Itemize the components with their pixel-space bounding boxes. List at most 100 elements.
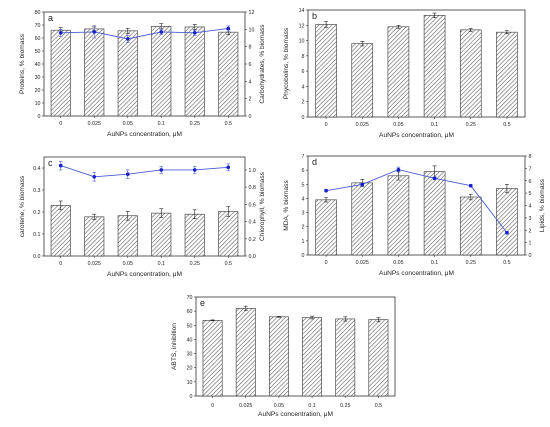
y-tick-label: 0.0 [33,254,40,260]
line-series [60,165,229,178]
y-tick-label: 10 [187,380,193,386]
y-tick-label: 2 [302,225,305,231]
x-tick-label: 0.5 [375,403,382,409]
x-tick-label: 0.25 [190,261,200,267]
bar-0 [315,24,337,118]
x-tick-label: 0 [59,261,62,267]
bar-0.05 [387,26,410,118]
y2-tick-label: 0.8 [249,185,256,191]
x-tick-label: 0 [59,121,62,127]
y2-tick-label: 0.4 [249,220,256,226]
line-point [192,168,197,172]
panel-a: a0 0.025 0.05 0.1 0.25 0.501020304050607080Au… [19,10,266,138]
x-tick-label: 0.025 [88,121,101,127]
y-tick-label: 4 [302,196,305,202]
x-axis-title: AuNPs concentration, μM [379,132,454,139]
y-tick-label: 20 [35,88,41,94]
bar-0.025 [84,28,105,117]
x-tick-label: 0.1 [158,121,165,127]
x-tick-label: 0 [325,260,328,266]
x-tick-label: 0.5 [225,261,232,267]
y-tick-label: 0.4 [33,166,40,172]
bar-0.025 [235,308,256,397]
bar-0 [315,199,337,256]
panel-letter: b [312,11,317,21]
y-tick-label: 0 [302,253,305,259]
plot-frame [195,296,396,397]
plot-frame [307,9,526,118]
y2-tick-label: 6 [249,62,252,68]
y2-tick-label: 12 [249,10,255,16]
bar-0.25 [184,26,205,117]
y-tick-label: 7 [302,154,305,160]
x-tick-label: 0 [325,122,328,128]
x-tick-label: 0.25 [466,260,476,266]
y2-tick-label: 0.6 [249,202,256,208]
y-axis-title: MDA, % biomass [283,180,290,231]
y2-tick-label: 8 [249,45,252,51]
y2-tick-label: 0 [249,114,252,120]
bar-0.25 [335,318,356,397]
plot-frame [43,156,246,257]
x-tick-label: 0.025 [239,403,252,409]
bar-0.25 [459,196,482,256]
y-tick-label: 30 [187,352,193,358]
x-tick-label: 0.5 [225,121,232,127]
line-point [226,165,231,170]
y-tick-label: 6 [302,69,305,75]
y-axis-title: Proteins, % biomass [19,33,26,94]
plot-frame [307,155,526,256]
line-point [159,30,164,34]
x-tick-label: 0.05 [393,260,403,266]
y2-tick-label: 0.0 [249,254,256,260]
line-point [192,31,197,35]
bar-0.025 [84,216,105,257]
y-tick-label: 8 [302,54,305,60]
line-series [326,169,508,233]
line-point [505,230,509,235]
y2-tick-label: 4 [249,79,252,85]
y-tick-label: 0.2 [33,210,40,216]
x-tick-label: 0.05 [123,261,133,267]
x-axis-title: AuNPs concentration, μM [107,271,182,278]
y-tick-label: 20 [187,366,193,372]
plot-frame [43,11,246,117]
x-tick-label: 0.025 [88,261,101,267]
line-point [92,30,97,34]
line-point [125,37,130,41]
y-tick-label: 4 [302,84,305,90]
line-point [468,183,473,188]
x-tick-label: 0.05 [393,122,403,128]
y-tick-label: 70 [35,23,41,29]
y-tick-label: 60 [187,309,193,315]
x-tick-label: 0.1 [431,122,438,128]
bar-0.1 [302,317,323,397]
y-tick-label: 12 [299,23,305,29]
y2-tick-label: 3 [529,216,532,222]
y-tick-label: 14 [299,8,305,14]
bar-0 [50,29,71,117]
bar-0.025 [351,43,374,118]
y-tick-label: 40 [187,337,193,343]
line-point [360,182,365,187]
x-tick-label: 0.5 [503,122,510,128]
x-tick-label: 0 [211,403,214,409]
y2-tick-label: 4 [529,204,532,210]
panel-letter: e [200,298,205,308]
panel-letter: c [48,158,53,168]
panel-letter: a [48,13,53,23]
y-axis-title: ABTS, inhibition [171,323,178,370]
x-tick-label: 0.1 [308,403,315,409]
x-tick-label: 0.1 [158,261,165,267]
y2-tick-label: 10 [249,27,255,33]
bar-0 [202,320,223,397]
y-tick-label: 1 [302,239,305,245]
y2-tick-label: 1.0 [249,168,256,174]
bar-0.1 [423,15,446,118]
x-tick-label: 0.25 [340,403,350,409]
line-point [92,175,97,179]
x-tick-label: 0.25 [190,121,200,127]
y2-tick-label: 8 [529,154,532,160]
bar-0.05 [387,175,410,256]
